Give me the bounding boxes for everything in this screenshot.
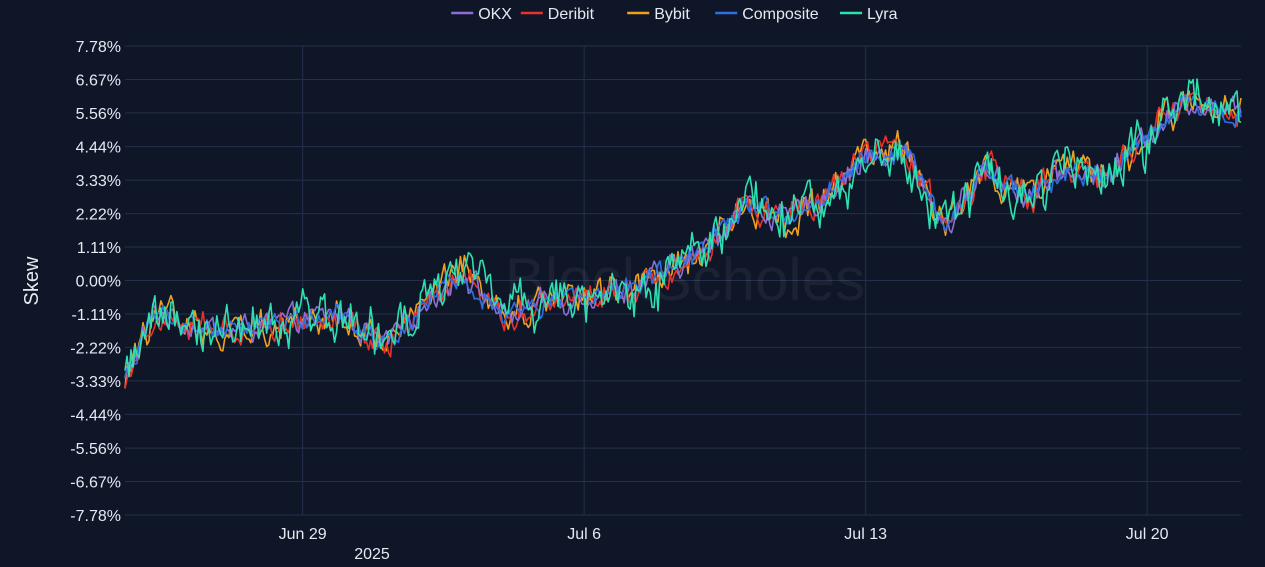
series-line-deribit: [124, 92, 1242, 389]
y-axis-title: Skew: [21, 256, 43, 305]
series-line-bybit: [124, 90, 1242, 389]
y-tick-label: 0.00%: [76, 274, 121, 291]
y-tick-label: 5.56%: [76, 106, 121, 123]
x-axis-year-label: 2025: [354, 546, 390, 562]
y-tick-label: 3.33%: [76, 173, 121, 190]
series-line-okx: [124, 95, 1242, 379]
grid-layer: [125, 45, 1241, 516]
y-tick-label: 1.11%: [77, 240, 121, 257]
legend[interactable]: OKX Deribit Bybit Composite Lyra: [451, 6, 898, 23]
y-tick-label: -6.67%: [70, 475, 121, 492]
y-tick-label: 2.22%: [76, 207, 121, 224]
legend-label: Lyra: [867, 6, 898, 23]
legend-item-deribit[interactable]: Deribit: [520, 6, 595, 23]
series-layer: [124, 78, 1242, 389]
legend-label: Composite: [742, 6, 819, 23]
y-tick-label: -7.78%: [70, 508, 121, 525]
y-tick-label: 7.78%: [76, 39, 121, 56]
y-tick-label: 4.44%: [76, 140, 121, 157]
legend-item-composite[interactable]: Composite: [715, 6, 819, 23]
x-tick-label: Jun 29: [279, 526, 327, 543]
y-tick-label: 6.67%: [76, 72, 121, 89]
y-tick-label: -5.56%: [70, 441, 121, 458]
legend-item-okx[interactable]: OKX: [451, 6, 512, 23]
x-axis-ticks: Jun 29 Jul 6 Jul 13 Jul 20: [279, 526, 1169, 543]
x-tick-label: Jul 6: [567, 526, 601, 543]
y-tick-label: -2.22%: [70, 340, 121, 357]
legend-label: Deribit: [548, 6, 595, 23]
y-tick-label: -4.44%: [70, 407, 121, 424]
x-tick-label: Jul 13: [844, 526, 887, 543]
legend-label: OKX: [478, 6, 512, 23]
series-line-composite: [124, 93, 1242, 378]
y-axis-ticks: 7.78% 6.67% 5.56% 4.44% 3.33% 2.22% 1.11% 0.00%…: [70, 39, 121, 525]
legend-label: Bybit: [654, 6, 690, 23]
legend-item-lyra[interactable]: Lyra: [840, 6, 898, 23]
y-tick-label: -3.33%: [70, 374, 121, 391]
x-tick-label: Jul 20: [1126, 526, 1169, 543]
y-tick-label: -1.11%: [71, 307, 121, 324]
legend-item-bybit[interactable]: Bybit: [627, 6, 690, 23]
series-line-lyra: [124, 78, 1242, 378]
